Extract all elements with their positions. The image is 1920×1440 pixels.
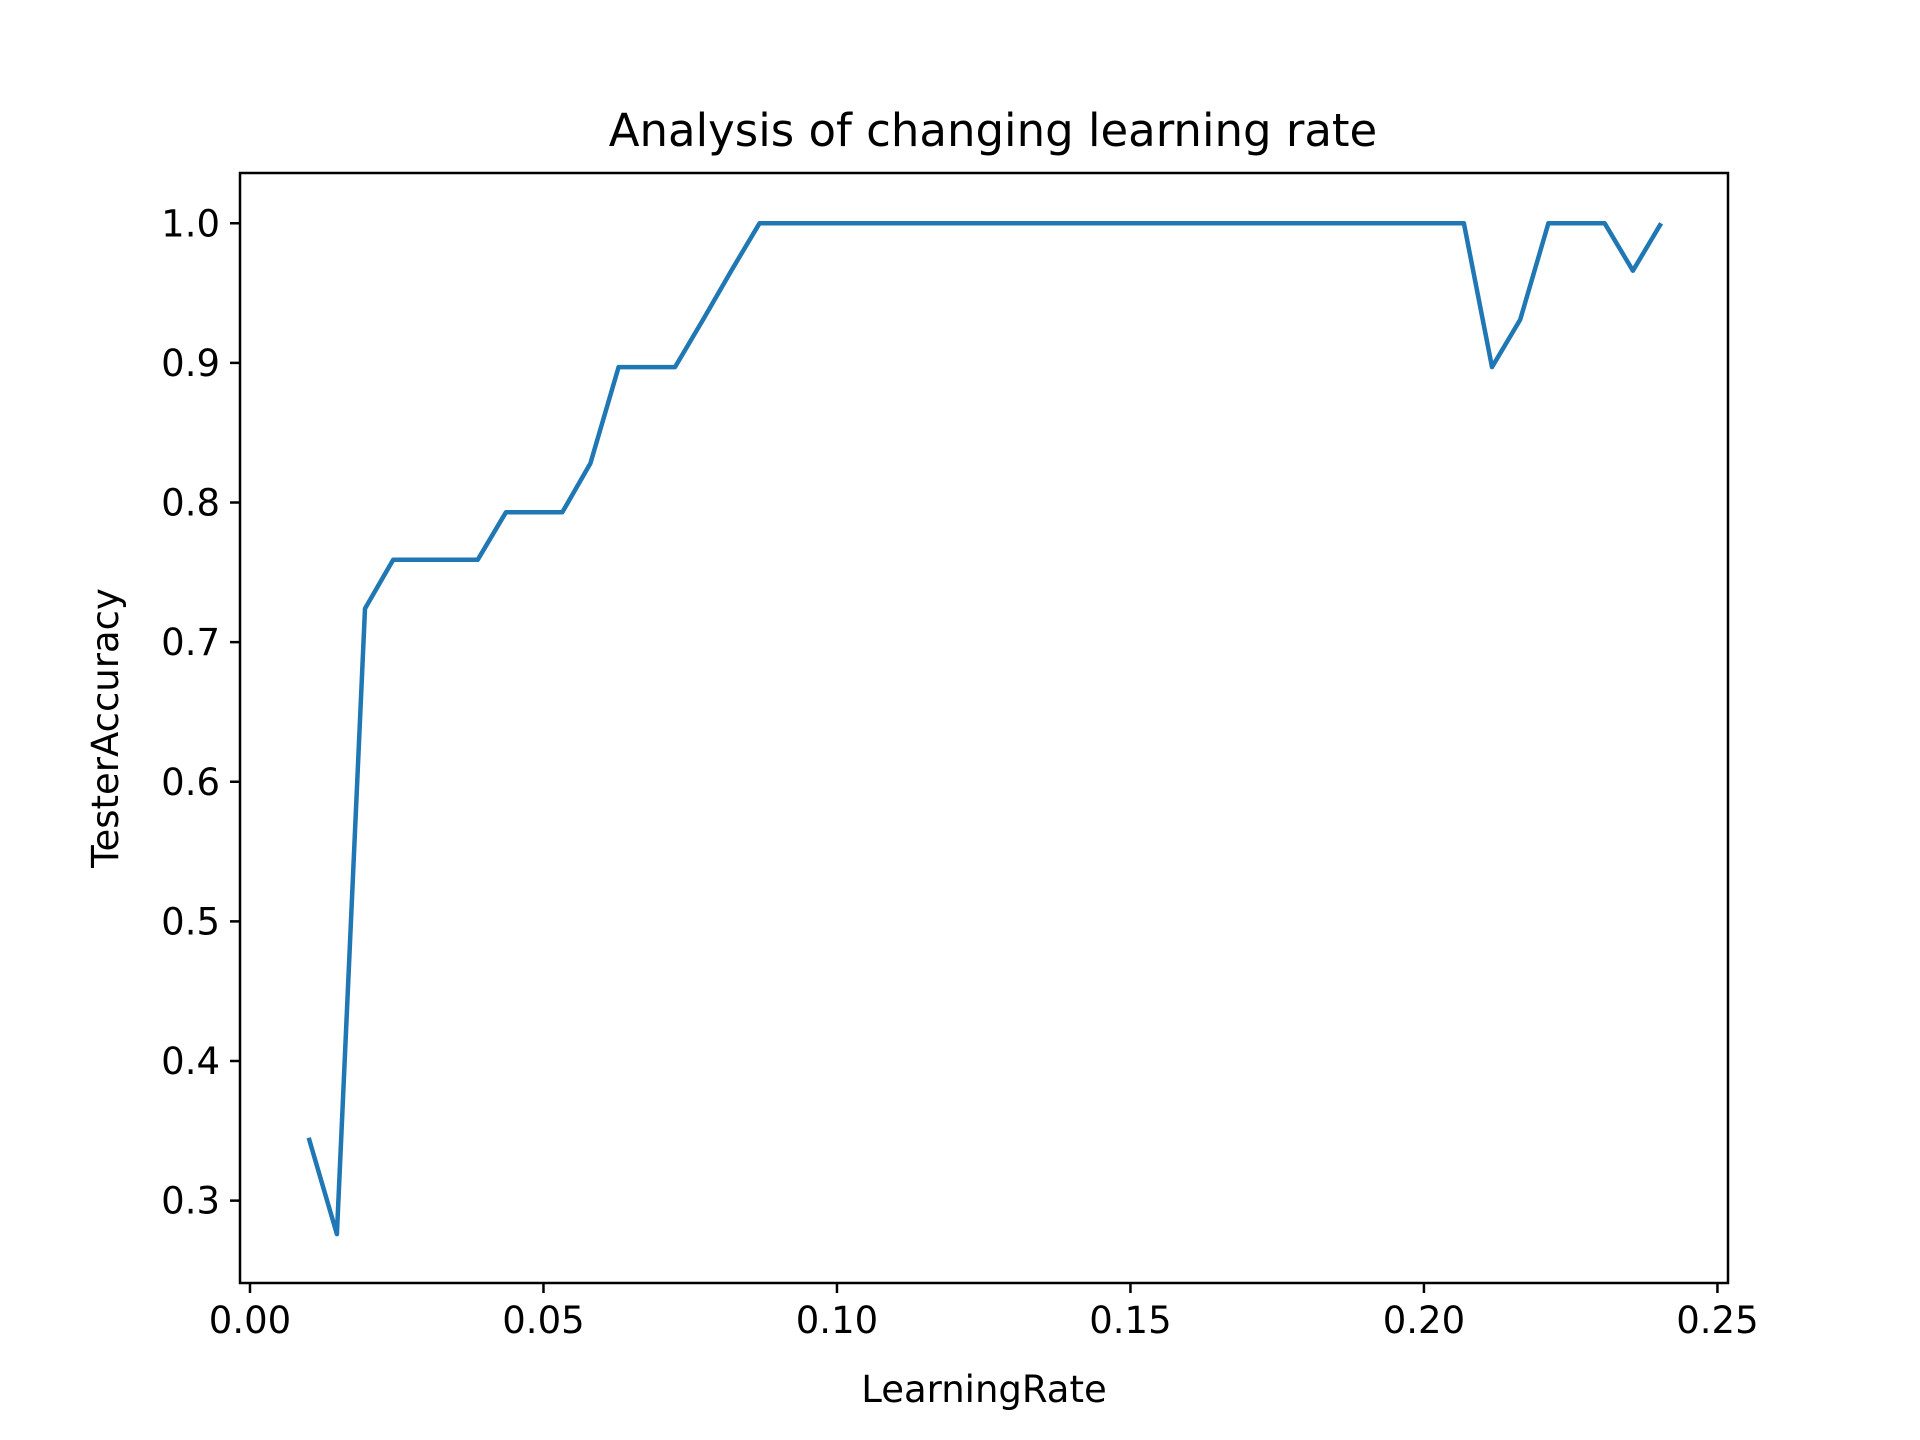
y-tick-label: 0.3 bbox=[161, 1180, 220, 1223]
y-tick-label: 0.6 bbox=[161, 761, 220, 804]
y-tick-label: 0.5 bbox=[161, 900, 220, 943]
chart-title: Analysis of changing learning rate bbox=[609, 104, 1378, 157]
y-axis-label: TesterAccuracy bbox=[84, 588, 127, 869]
x-tick-label: 0.05 bbox=[502, 1299, 584, 1342]
x-tick-label: 0.15 bbox=[1089, 1299, 1171, 1342]
y-tick-label: 0.4 bbox=[161, 1040, 220, 1083]
x-axis-ticks: 0.00 0.05 0.10 0.15 0.20 0.25 bbox=[209, 1283, 1759, 1342]
x-tick-label: 0.20 bbox=[1383, 1299, 1465, 1342]
x-tick-label: 0.25 bbox=[1676, 1299, 1758, 1342]
y-tick-label: 0.7 bbox=[161, 621, 220, 664]
y-axis-ticks: 0.3 0.4 0.5 0.6 0.7 0.8 0.9 1.0 bbox=[161, 202, 240, 1223]
y-tick-label: 0.8 bbox=[161, 482, 220, 525]
y-tick-label: 1.0 bbox=[161, 202, 220, 245]
plot-area bbox=[240, 173, 1728, 1283]
x-axis-label: LearningRate bbox=[861, 1368, 1106, 1411]
series-line bbox=[306, 221, 1664, 1237]
x-tick-label: 0.10 bbox=[796, 1299, 878, 1342]
y-tick-label: 0.9 bbox=[161, 342, 220, 385]
series-layer bbox=[306, 221, 1664, 1237]
x-tick-label: 0.00 bbox=[209, 1299, 291, 1342]
plot-frame bbox=[238, 171, 1730, 1285]
